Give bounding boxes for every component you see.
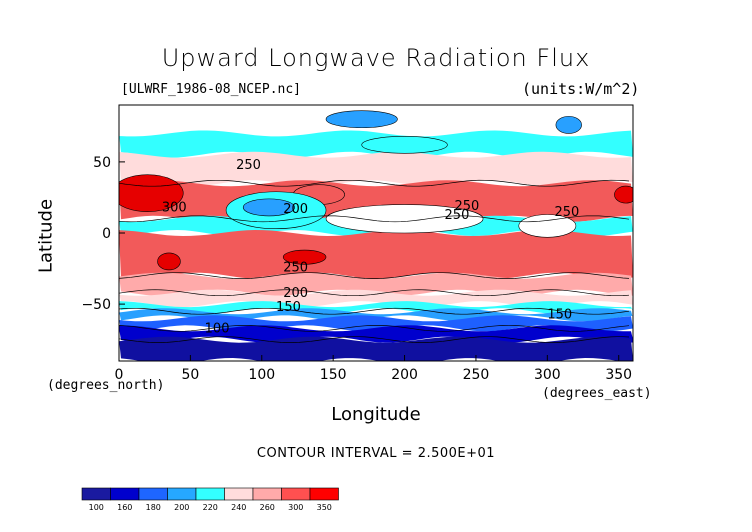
contour-label: 250 (554, 205, 579, 220)
colorbar-label: 200 (174, 503, 189, 512)
contour-line (119, 179, 630, 187)
zonal-band (119, 151, 633, 187)
y-tick-label: 0 (102, 226, 111, 242)
colorbar-swatch (167, 487, 197, 501)
zonal-band (119, 289, 633, 308)
contour-label: 150 (276, 300, 301, 315)
field-feature (555, 116, 582, 134)
field-feature (361, 135, 448, 154)
field-feature (325, 110, 398, 129)
colorbar-label: 180 (146, 503, 161, 512)
contour-label: 200 (283, 286, 308, 301)
x-tick-label: 250 (463, 367, 490, 383)
contour-line (119, 289, 630, 297)
colorbar-swatch (195, 487, 225, 501)
colorbar-label: 240 (231, 503, 246, 512)
contour-label: 200 (283, 202, 308, 217)
x-tick-label: 50 (181, 367, 199, 383)
contour-label: 300 (162, 201, 187, 216)
colorbar-label: 300 (288, 503, 303, 512)
zonal-band (119, 230, 633, 279)
field-feature (518, 214, 577, 238)
contour-label: 250 (455, 199, 480, 214)
contour-interval-note: CONTOUR INTERVAL = 2.500E+01 (256, 446, 496, 461)
field-feature (325, 204, 484, 234)
contour-label: 250 (283, 260, 308, 275)
x-unit-note: (degrees_east) (542, 386, 652, 401)
colorbar-label: 350 (317, 503, 332, 512)
contour-label: 150 (547, 307, 572, 322)
field-feature (119, 174, 184, 212)
contour-label: 250 (236, 158, 261, 173)
x-axis-label: Longitude (331, 404, 421, 425)
field-feature (242, 198, 295, 217)
colorbar-swatch (81, 487, 111, 501)
colorbar-swatch (110, 487, 140, 501)
x-tick-label: 150 (320, 367, 347, 383)
x-tick-label: 200 (391, 367, 418, 383)
contour-line (119, 307, 630, 315)
colorbar-swatch (252, 487, 282, 501)
contour-label: 250 (445, 208, 470, 223)
colorbar-label: 220 (203, 503, 218, 512)
contour-line (119, 215, 630, 223)
colorbar-label: 100 (89, 503, 104, 512)
colorbar-swatch (224, 487, 254, 501)
colorbar-swatch (309, 487, 339, 501)
file-label: [ULWRF_1986-08_NCEP.nc] (121, 82, 302, 97)
colorbar-label: 160 (117, 503, 132, 512)
field-feature (614, 185, 633, 204)
contour-line (119, 336, 630, 343)
y-tick-label: −50 (81, 297, 111, 313)
y-unit-note: (degrees_north) (47, 378, 165, 393)
contour-line (119, 324, 630, 332)
colorbar-swatch (281, 487, 311, 501)
zonal-band (119, 336, 633, 361)
x-tick-label: 300 (534, 367, 561, 383)
zonal-band (119, 301, 633, 315)
x-tick-label: 100 (248, 367, 275, 383)
x-tick-label: 0 (115, 367, 124, 383)
colorbar-swatch (138, 487, 168, 501)
y-axis-label: Latitude (35, 198, 57, 274)
field-feature (282, 249, 327, 265)
y-tick-label: 50 (93, 155, 111, 171)
contour-line (119, 272, 630, 279)
colorbar-label: 260 (260, 503, 275, 512)
x-tick-label: 350 (605, 367, 632, 383)
field-feature (157, 252, 181, 271)
chart-title: Upward Longwave Radiation Flux (161, 44, 591, 72)
units-label: (units:W/m^2) (522, 80, 640, 98)
contour-label: 100 (205, 322, 230, 337)
